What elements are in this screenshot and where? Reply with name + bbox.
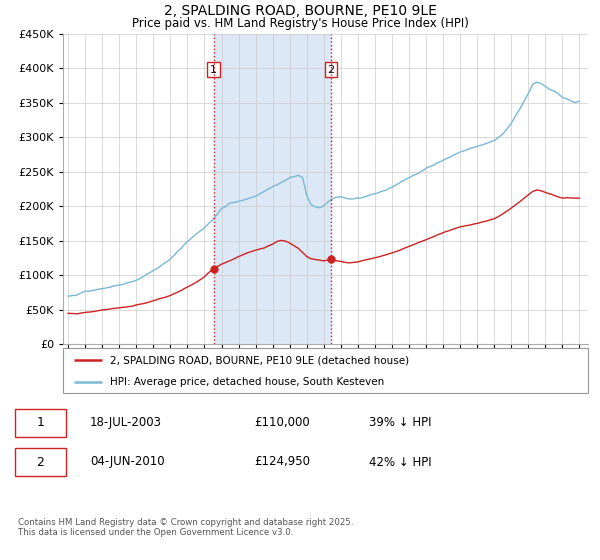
Text: £110,000: £110,000 (254, 416, 310, 430)
Text: 18-JUL-2003: 18-JUL-2003 (90, 416, 162, 430)
Text: Price paid vs. HM Land Registry's House Price Index (HPI): Price paid vs. HM Land Registry's House … (131, 17, 469, 30)
Text: £124,950: £124,950 (254, 455, 310, 469)
Text: 2, SPALDING ROAD, BOURNE, PE10 9LE (detached house): 2, SPALDING ROAD, BOURNE, PE10 9LE (deta… (110, 356, 409, 366)
Text: 2: 2 (328, 64, 335, 74)
Text: 04-JUN-2010: 04-JUN-2010 (90, 455, 164, 469)
Text: HPI: Average price, detached house, South Kesteven: HPI: Average price, detached house, Sout… (110, 377, 385, 387)
Text: 1: 1 (210, 64, 217, 74)
FancyBboxPatch shape (15, 409, 65, 437)
Text: 2, SPALDING ROAD, BOURNE, PE10 9LE: 2, SPALDING ROAD, BOURNE, PE10 9LE (164, 4, 436, 18)
Text: 2: 2 (36, 455, 44, 469)
Text: 39% ↓ HPI: 39% ↓ HPI (369, 416, 431, 430)
Text: 1: 1 (36, 416, 44, 430)
Bar (214, 34, 331, 344)
Text: 42% ↓ HPI: 42% ↓ HPI (369, 455, 432, 469)
FancyBboxPatch shape (63, 348, 588, 393)
FancyBboxPatch shape (15, 448, 65, 476)
Text: Contains HM Land Registry data © Crown copyright and database right 2025.
This d: Contains HM Land Registry data © Crown c… (18, 518, 353, 538)
